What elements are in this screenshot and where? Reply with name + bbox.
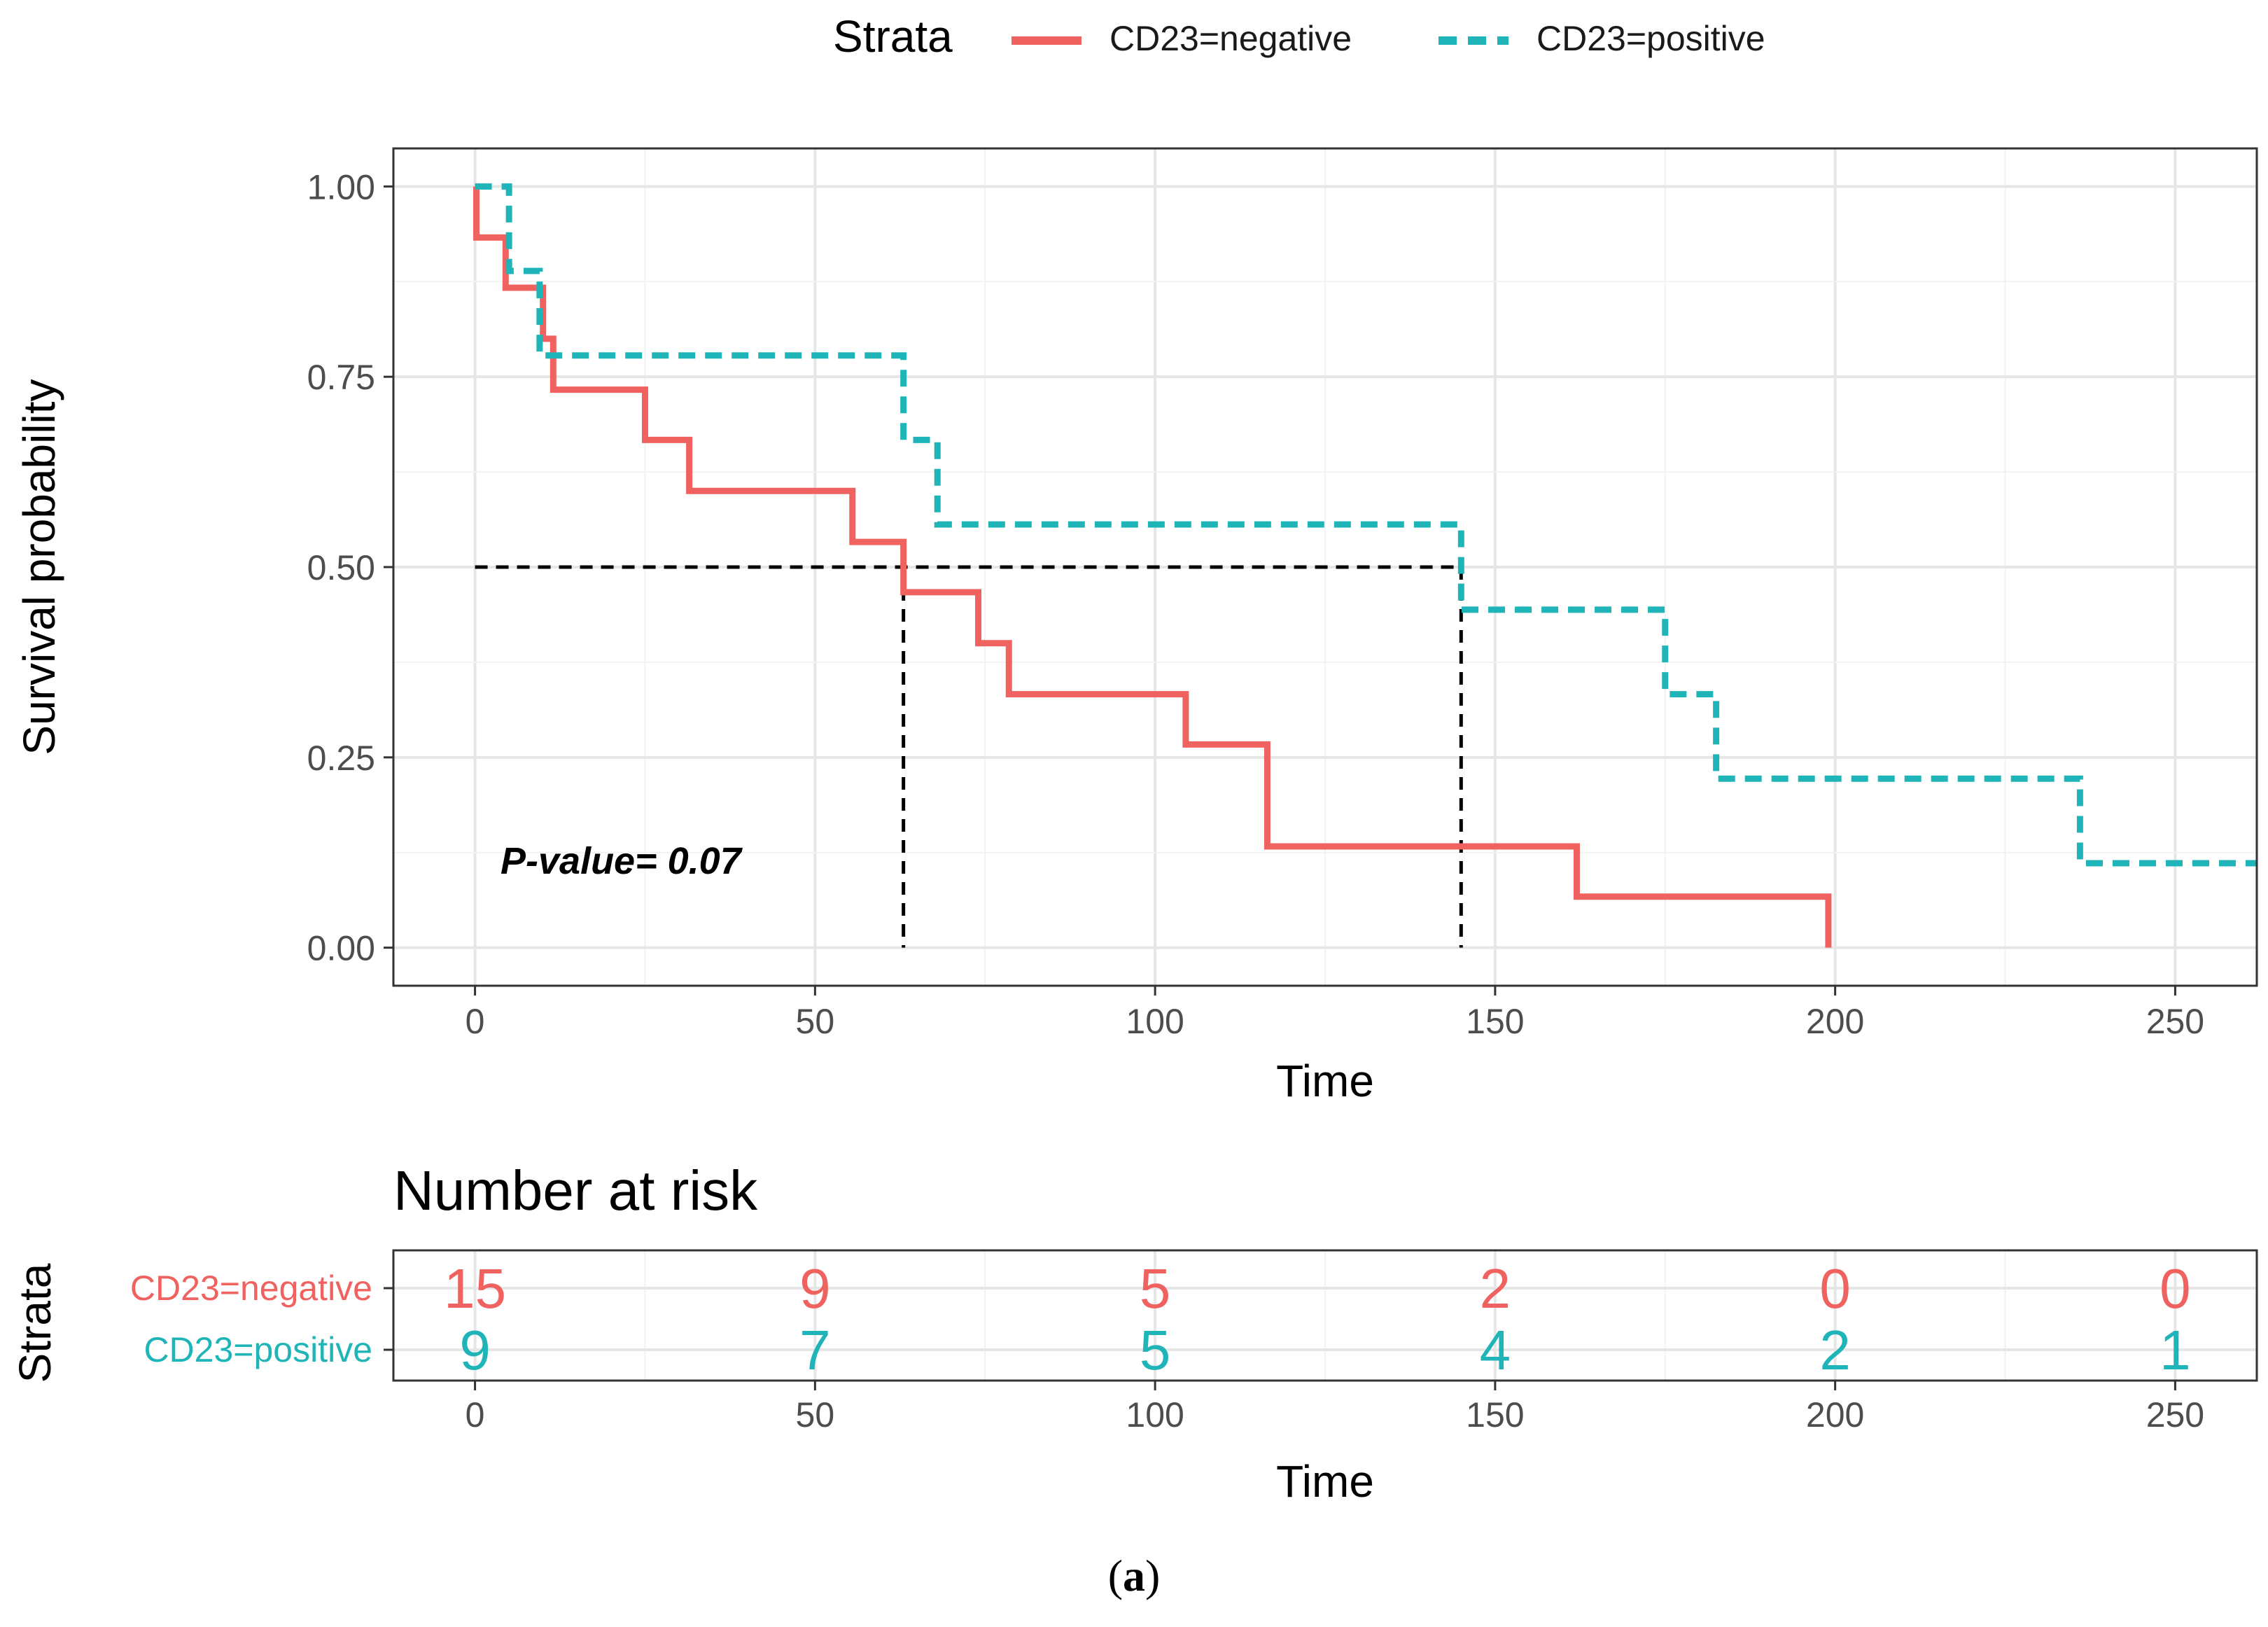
main-x-axis: 0 50 100 150 200 250 (465, 986, 2204, 1041)
risk-x-tick-label: 200 (1806, 1395, 1864, 1434)
risk-count: 7 (799, 1319, 831, 1381)
survival-curve-positive (475, 183, 2257, 867)
risk-panel-border (392, 1249, 2258, 1382)
caption-open-paren: ( (1108, 1551, 1123, 1600)
survival-curves (473, 183, 2257, 948)
risk-count: 0 (1819, 1257, 1851, 1320)
p-value-annotation: P-value= 0.07 (500, 840, 743, 882)
x-tick-label: 200 (1806, 1002, 1864, 1041)
risk-count: 15 (444, 1257, 506, 1320)
legend-label-negative: CD23=negative (1110, 19, 1352, 58)
y-tick-label: 0.75 (307, 358, 375, 397)
risk-count: 5 (1140, 1257, 1171, 1320)
main-y-axis: 0.00 0.25 0.50 0.75 1.00 (307, 167, 393, 968)
risk-gridlines (393, 1250, 2257, 1381)
risk-x-tick-label: 150 (1466, 1395, 1524, 1434)
svg-text:(a): (a) (1108, 1551, 1161, 1600)
median-reference-lines (475, 565, 1463, 948)
risk-count: 9 (459, 1319, 491, 1381)
risk-row-labels: CD23=negative CD23=positive (130, 1269, 393, 1369)
risk-x-axis-title: Time (1276, 1456, 1374, 1507)
risk-count: 4 (1480, 1319, 1511, 1381)
x-tick-label: 150 (1466, 1002, 1524, 1041)
x-tick-label: 50 (796, 1002, 835, 1041)
risk-x-tick-label: 0 (465, 1395, 485, 1434)
risk-count: 2 (1480, 1257, 1511, 1320)
risk-y-axis-title: Strata (10, 1263, 60, 1383)
y-tick-label: 1.00 (307, 167, 375, 207)
risk-row-label: CD23=negative (130, 1269, 372, 1308)
x-tick-label: 250 (2146, 1002, 2204, 1041)
risk-table: Number at risk 15 9 5 2 0 09 7 5 4 2 1 CD23=negati… (10, 1159, 2258, 1507)
main-x-axis-title: Time (1276, 1056, 1374, 1106)
main-y-axis-title: Survival probability (14, 379, 64, 755)
survival-plot: 0 50 100 150 200 250 0.00 0.25 0.50 0.75 1.00 P-v… (14, 147, 2258, 1106)
figure-caption: (a) (1108, 1551, 1161, 1600)
risk-count: 0 (2160, 1257, 2191, 1320)
legend-title: Strata (833, 11, 953, 62)
x-tick-label: 100 (1126, 1002, 1184, 1041)
x-tick-label: 0 (465, 1002, 485, 1041)
legend-label-positive: CD23=positive (1536, 19, 1765, 58)
risk-values: 15 9 5 2 0 09 7 5 4 2 1 (444, 1257, 2191, 1381)
legend: Strata CD23=negative CD23=positive (833, 11, 1765, 62)
risk-count: 5 (1140, 1319, 1171, 1381)
risk-count: 1 (2160, 1319, 2191, 1381)
caption-letter: a (1123, 1551, 1145, 1600)
risk-count: 2 (1819, 1319, 1851, 1381)
risk-row-label: CD23=positive (144, 1330, 372, 1369)
risk-count: 9 (799, 1257, 831, 1320)
risk-x-tick-label: 50 (796, 1395, 835, 1434)
risk-table-title: Number at risk (393, 1159, 758, 1222)
risk-x-tick-label: 250 (2146, 1395, 2204, 1434)
y-tick-label: 0.25 (307, 739, 375, 778)
risk-x-axis: 0 50 100 150 200 250 (465, 1381, 2204, 1434)
caption-close-paren: ) (1145, 1551, 1160, 1600)
risk-x-tick-label: 100 (1126, 1395, 1184, 1434)
y-tick-label: 0.50 (307, 548, 375, 587)
y-tick-label: 0.00 (307, 929, 375, 968)
survival-curve-negative (473, 183, 1832, 948)
